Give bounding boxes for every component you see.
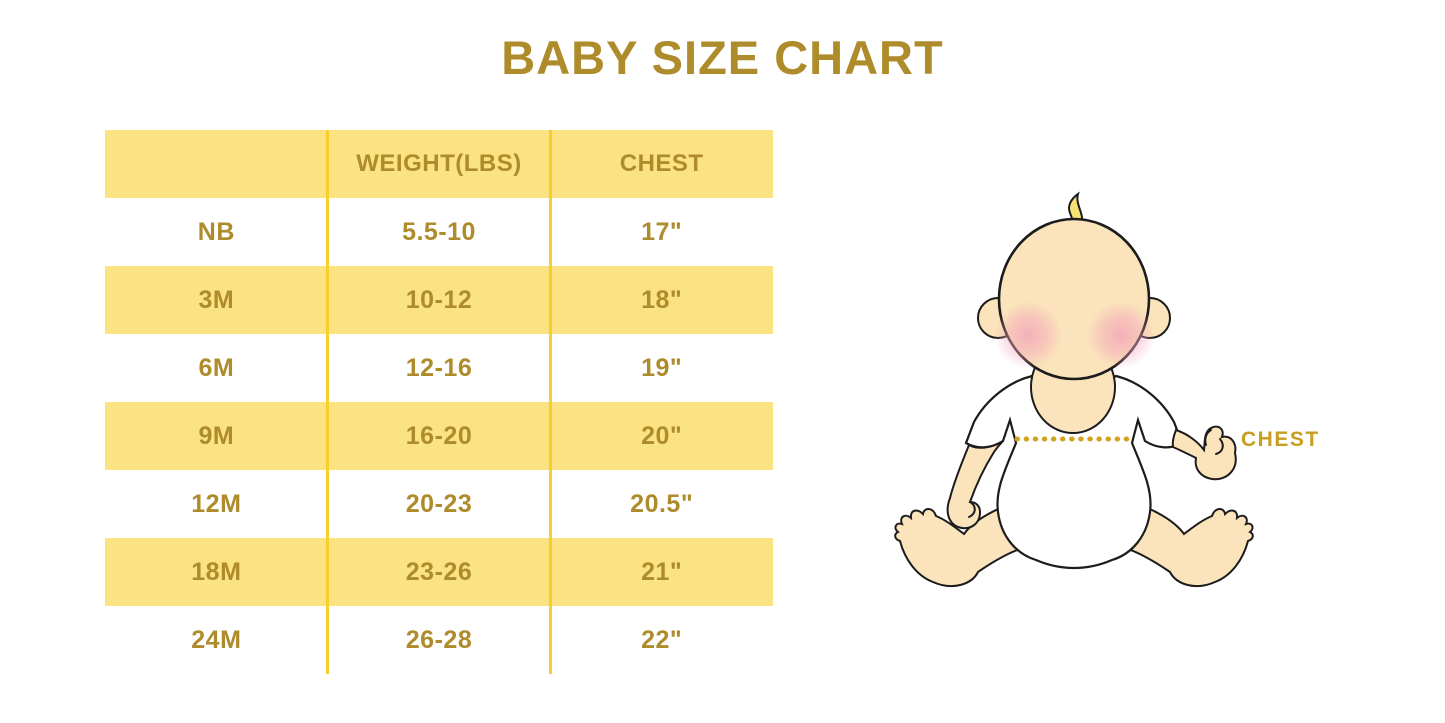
chest-cell: 18"	[641, 285, 683, 314]
table-row-24m: 24M 26-28 22"	[105, 606, 773, 674]
baby-left-hand-detail	[968, 501, 976, 518]
table-row-3m: 3M 10-12 18"	[105, 266, 773, 334]
chest-cell: 20"	[641, 421, 683, 450]
baby-right-cheek	[1087, 301, 1155, 369]
baby-right-arm	[1171, 425, 1237, 481]
chest-cell: 22"	[641, 625, 683, 654]
header-cell-weight: WEIGHT(LBS)	[356, 150, 522, 177]
table-row-12m: 12M 20-23 20.5"	[105, 470, 773, 538]
weight-cell: 10-12	[405, 285, 473, 314]
size-cell: 6M	[198, 353, 235, 382]
table-header-row: WEIGHT(LBS) CHEST	[105, 130, 773, 198]
chest-label: CHEST	[1241, 428, 1320, 451]
table-row-18m: 18M 23-26 21"	[105, 538, 773, 606]
weight-cell: 20-23	[405, 489, 473, 518]
column-divider	[549, 130, 552, 674]
chest-cell: 20.5"	[630, 489, 694, 518]
baby-right-thumb-detail	[1204, 429, 1212, 446]
size-cell: 18M	[191, 557, 242, 586]
page-title: BABY SIZE CHART	[501, 31, 944, 84]
size-chart-table: WEIGHT(LBS) CHEST NB 5.5-10 17" 3M 10-12…	[105, 130, 773, 674]
column-divider	[326, 130, 329, 674]
baby-left-cheek	[994, 301, 1062, 369]
size-cell: 9M	[198, 421, 235, 450]
chest-cell: 19"	[641, 353, 683, 382]
weight-cell: 5.5-10	[402, 217, 476, 246]
baby-illustration: CHEST	[894, 191, 1320, 587]
baby-right-hand-detail	[1215, 438, 1224, 455]
weight-cell: 23-26	[405, 557, 473, 586]
chest-cell: 21"	[641, 557, 683, 586]
chest-cell: 17"	[641, 217, 683, 246]
baby-left-arm	[946, 440, 1004, 530]
size-cell: NB	[197, 217, 235, 246]
size-cell: 24M	[191, 625, 242, 654]
table-row-9m: 9M 16-20 20"	[105, 402, 773, 470]
weight-cell: 16-20	[405, 421, 473, 450]
header-cell-chest: CHEST	[619, 150, 704, 177]
table-row-nb: NB 5.5-10 17"	[105, 198, 773, 266]
table-row-6m: 6M 12-16 19"	[105, 334, 773, 402]
size-cell: 3M	[198, 285, 235, 314]
size-cell: 12M	[191, 489, 242, 518]
weight-cell: 12-16	[405, 353, 473, 382]
weight-cell: 26-28	[405, 625, 473, 654]
